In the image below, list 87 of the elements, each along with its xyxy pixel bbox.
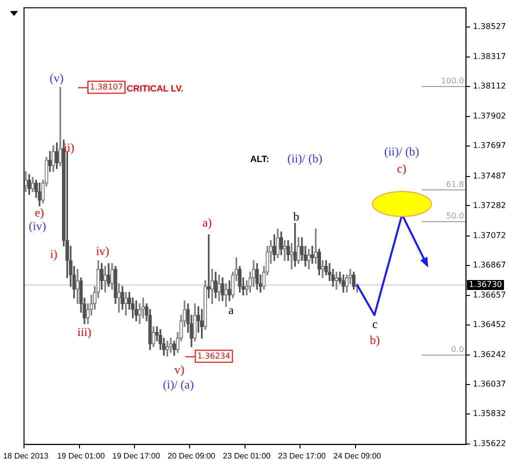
candlestick	[120, 286, 124, 310]
y-tick-label: 1.38527	[472, 22, 506, 31]
x-tick-label: 19 Dec 01:00	[57, 451, 106, 460]
annotation: a)	[202, 216, 212, 230]
annotation: c)	[397, 162, 406, 176]
candlestick	[307, 248, 311, 270]
annotation: iv)	[96, 244, 110, 258]
candlestick	[228, 280, 232, 302]
candlestick	[352, 272, 356, 290]
candlestick	[320, 260, 324, 278]
y-tick-label: 1.36657	[472, 290, 506, 300]
candlestick	[114, 266, 118, 304]
y-tick-label: 1.38317	[472, 52, 506, 62]
y-tick-label: 1.37697	[472, 141, 506, 150]
candlestick	[110, 263, 114, 290]
y-tick-label: 1.37487	[472, 171, 506, 180]
x-tick-label: 19 Dec 17:00	[112, 451, 161, 460]
y-tick-label: 1.38112	[472, 82, 506, 91]
ref-line-label: 1.36730	[468, 280, 502, 290]
y-tick-label: 1.36867	[472, 260, 506, 270]
candlestick	[290, 243, 294, 270]
candlestick	[117, 283, 121, 313]
candlestick	[217, 274, 221, 302]
candlestick	[134, 300, 138, 322]
candlestick	[168, 338, 173, 353]
annotation: e)	[34, 206, 44, 220]
candlestick	[317, 248, 322, 276]
x-tick-label: 24 Dec 09:00	[333, 451, 382, 460]
candlestick	[193, 303, 197, 342]
candlestick	[100, 263, 104, 290]
annotation: 0.0	[451, 345, 464, 354]
candlestick	[206, 234, 211, 298]
annotation: c	[372, 317, 378, 332]
candlestick	[314, 228, 318, 264]
annotation: i)	[50, 246, 58, 261]
candlestick	[30, 176, 34, 192]
annotation: iii)	[77, 325, 92, 340]
y-tick-label: 1.36242	[472, 350, 506, 360]
annotation: 1.36234	[197, 351, 230, 360]
candlestick	[296, 237, 300, 264]
candlestick	[220, 277, 224, 302]
x-tick-label: 23 Dec 01:00	[222, 451, 272, 460]
annotation: (ii)/ (b)	[287, 152, 322, 166]
candlestick	[282, 240, 287, 261]
candlestick	[124, 292, 128, 316]
candlestick	[293, 222, 297, 267]
annotation: a	[228, 303, 234, 318]
candlestick	[224, 283, 228, 307]
annotation: 50.0	[446, 212, 464, 221]
candlestick	[76, 268, 80, 304]
candlestick	[52, 145, 56, 172]
candlestick	[48, 151, 52, 172]
y-tick-label: 1.36452	[472, 320, 506, 329]
y-tick-label: 1.36037	[472, 380, 506, 389]
x-tick-label: 18 Dec 2013	[3, 451, 49, 460]
candlestick	[279, 232, 284, 256]
y-tick-label: 1.37902	[472, 112, 506, 121]
candlestick	[214, 272, 218, 298]
y-tick-label: 1.35832	[472, 409, 506, 418]
annotation: (i)/ (a)	[162, 377, 194, 392]
annotation: (iv)	[28, 218, 46, 233]
annotation: (ii)/ (b)	[384, 144, 420, 158]
candlestick	[165, 340, 170, 357]
annotation: b	[293, 210, 300, 224]
candlestick	[58, 86, 62, 166]
candlestick	[310, 246, 314, 264]
y-tick-label: 1.37282	[472, 200, 506, 210]
candlestick	[200, 309, 204, 338]
candlestick	[172, 340, 176, 356]
candlestick	[152, 326, 156, 348]
candlestick	[103, 266, 107, 292]
annotation: v)	[174, 362, 184, 376]
annotation: 1.38107	[90, 82, 124, 92]
annotation: ALT:	[250, 154, 270, 164]
annotation: 100.0	[441, 76, 464, 86]
annotation: b)	[370, 333, 380, 348]
annotation: (v)	[50, 71, 64, 86]
x-tick-label: 23 Dec 17:00	[278, 451, 326, 460]
candlestick	[255, 263, 259, 290]
y-tick-label: 1.37072	[472, 230, 506, 240]
annotation: CRITICAL LV.	[126, 84, 184, 94]
annotation: 61.8	[446, 180, 464, 189]
x-tick-label: 20 Dec 09:00	[168, 451, 216, 460]
candlestick	[334, 272, 338, 290]
y-tick-label: 1.35622	[472, 439, 506, 448]
candlestick	[55, 142, 59, 169]
candlestick	[203, 280, 208, 330]
